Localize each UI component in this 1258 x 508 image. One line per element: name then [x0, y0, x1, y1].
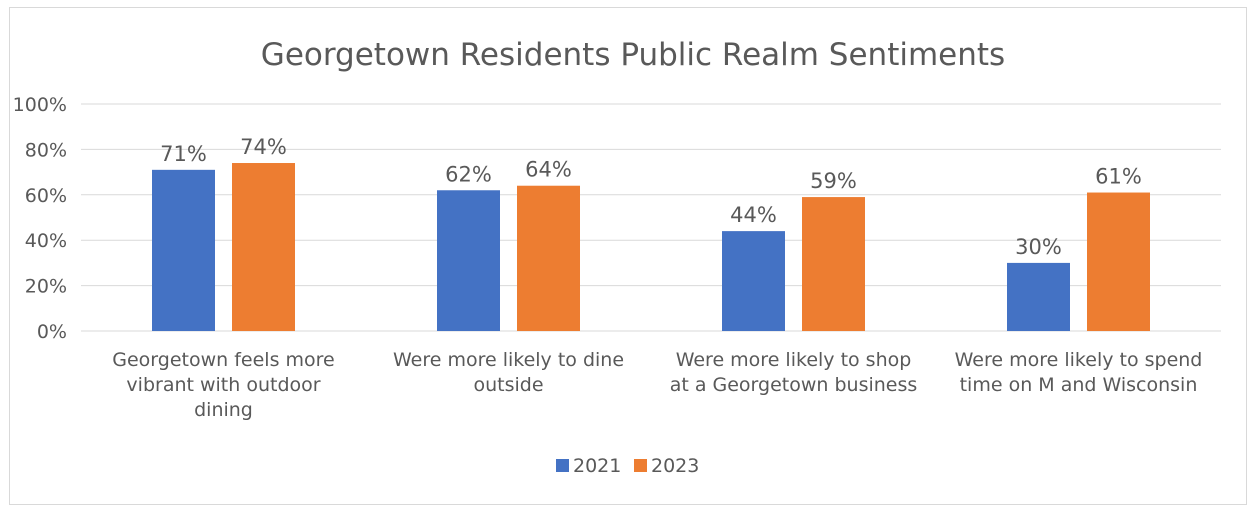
x-category-label: Were more likely to shop — [676, 349, 912, 371]
legend-swatch — [634, 459, 647, 472]
data-label: 61% — [1095, 165, 1142, 189]
data-label: 62% — [445, 162, 492, 186]
legend: 2021 2023 — [556, 455, 699, 477]
bar-2021-1 — [437, 190, 500, 331]
data-label: 30% — [1015, 235, 1062, 259]
x-axis-category-labels: Georgetown feels more vibrant with outdoo… — [112, 349, 1202, 421]
y-tick-label: 40% — [25, 230, 67, 252]
y-tick-label: 60% — [25, 185, 67, 207]
legend-label: 2021 — [573, 455, 621, 477]
x-category-label: Were more likely to dine — [393, 349, 624, 371]
bar-2023-2 — [802, 197, 865, 331]
y-tick-label: 80% — [25, 139, 67, 161]
chart-svg: Georgetown Residents Public Realm Sentim… — [13, 37, 1221, 477]
bar-2023-0 — [232, 163, 295, 331]
x-category-label: at a Georgetown business — [670, 374, 918, 396]
bar-2023-3 — [1087, 192, 1150, 331]
data-labels: 71% 62% 44% 30% 74% 64% 59% 61% — [160, 135, 1142, 259]
legend-swatch — [556, 459, 569, 472]
legend-label: 2023 — [651, 455, 699, 477]
y-tick-label: 0% — [37, 321, 67, 343]
data-label: 74% — [240, 135, 287, 159]
x-category-label: Were more likely to spend — [955, 349, 1203, 371]
data-label: 71% — [160, 142, 207, 166]
chart-area: Georgetown Residents Public Realm Sentim… — [9, 7, 1247, 505]
y-tick-label: 20% — [25, 276, 67, 298]
y-axis-tick-labels: 0% 20% 40% 60% 80% 100% — [13, 94, 67, 343]
chart-title: Georgetown Residents Public Realm Sentim… — [261, 37, 1005, 73]
data-label: 59% — [810, 169, 857, 193]
bar-2021-3 — [1007, 262, 1070, 331]
x-category-label: vibrant with outdoor — [126, 374, 320, 396]
bar-2023-1 — [517, 185, 580, 331]
x-category-label: time on M and Wisconsin — [960, 374, 1198, 396]
x-category-label: dining — [194, 399, 253, 421]
data-label: 64% — [525, 158, 572, 182]
x-category-label: Georgetown feels more — [112, 349, 334, 371]
bars — [152, 163, 1150, 331]
bar-2021-0 — [152, 169, 215, 331]
y-tick-label: 100% — [13, 94, 67, 116]
x-category-label: outside — [473, 374, 543, 396]
bar-2021-2 — [722, 231, 785, 331]
data-label: 44% — [730, 203, 777, 227]
